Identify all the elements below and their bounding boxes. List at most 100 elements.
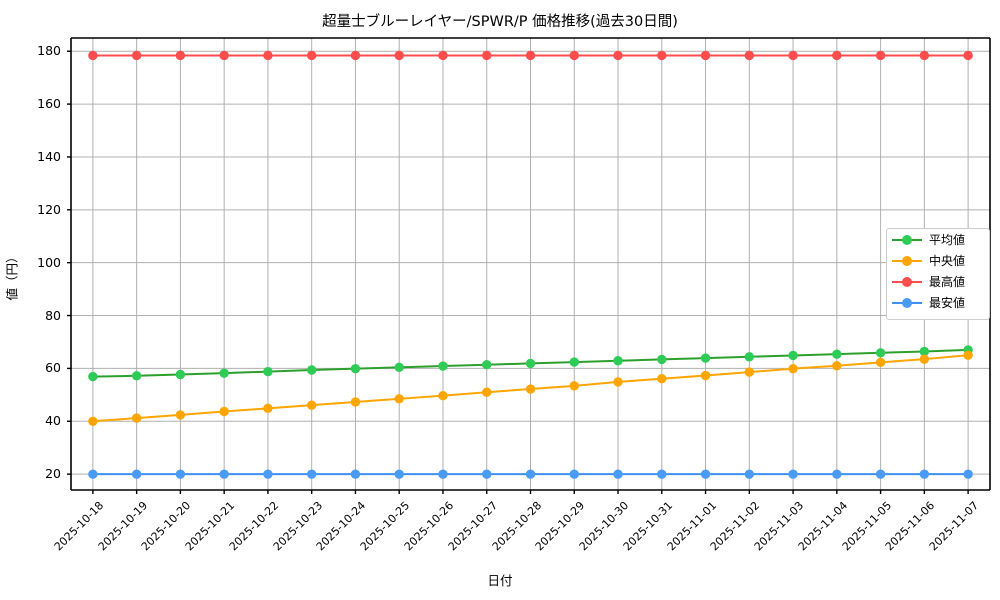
data-point (525, 358, 536, 369)
data-point (919, 469, 930, 479)
legend-swatch-icon (892, 276, 922, 288)
axis-ticks (67, 50, 969, 494)
y-tick-label: 40 (45, 413, 61, 429)
data-point (438, 361, 448, 371)
legend-label: 中央値 (929, 254, 966, 268)
data-point (744, 367, 755, 377)
data-point (350, 469, 361, 479)
data-point (438, 390, 448, 401)
data-point (919, 354, 930, 364)
data-point (131, 371, 142, 381)
legend-label: 最高値 (929, 275, 966, 289)
y-tick-label: 80 (45, 307, 61, 323)
legend-item-2[interactable]: 最高値 (887, 271, 989, 292)
data-point (219, 50, 229, 61)
grid-lines (71, 38, 990, 490)
y-tick-label: 120 (37, 201, 61, 217)
data-point (350, 363, 361, 374)
data-point (394, 394, 404, 404)
data-point (350, 50, 361, 61)
data-point (569, 357, 579, 367)
data-point (875, 348, 886, 358)
legend-label: 平均値 (929, 233, 966, 247)
data-point (700, 370, 711, 381)
data-point (263, 403, 273, 414)
data-point (131, 413, 142, 423)
data-point (263, 366, 273, 377)
data-point (88, 50, 98, 61)
data-point (88, 469, 98, 479)
y-tick-label: 60 (45, 360, 61, 376)
data-point (306, 400, 317, 410)
data-point (700, 50, 711, 61)
data-point (788, 469, 798, 479)
data-point (919, 50, 930, 61)
legend-swatch-icon (892, 297, 922, 309)
legend-item-3[interactable]: 最安値 (887, 292, 989, 313)
data-point (263, 50, 273, 61)
data-point (569, 50, 579, 61)
y-tick-label: 180 (37, 43, 61, 59)
data-point (963, 469, 973, 479)
data-point (657, 354, 667, 365)
data-point (306, 50, 317, 61)
data-point (963, 50, 973, 61)
data-point (263, 469, 273, 479)
y-tick-label: 20 (45, 466, 61, 482)
chart-legend: 平均値中央値最高値最安値 (886, 228, 990, 320)
y-tick-label: 140 (37, 148, 61, 164)
data-point (219, 469, 229, 479)
data-point (482, 360, 492, 370)
data-point (613, 356, 623, 366)
data-point (744, 469, 755, 479)
data-point (525, 469, 536, 479)
data-point (175, 469, 186, 479)
legend-swatch-icon (892, 255, 922, 267)
data-point (394, 50, 404, 61)
data-point (219, 368, 229, 378)
data-point (875, 469, 886, 479)
data-point (219, 406, 229, 417)
data-point (744, 50, 755, 61)
data-point (525, 384, 536, 394)
data-point (88, 371, 98, 382)
legend-item-1[interactable]: 中央値 (887, 250, 989, 271)
y-tick-label: 100 (37, 254, 61, 270)
data-point (919, 346, 930, 357)
chart-title: 超量士ブルーレイヤー/SPWR/P 価格推移(過去30日間) (322, 14, 678, 30)
legend-label: 最安値 (929, 296, 966, 310)
data-point (788, 50, 798, 61)
data-point (744, 352, 755, 362)
data-point (525, 50, 536, 61)
data-point (306, 469, 317, 479)
data-point (613, 377, 623, 387)
data-point (875, 357, 886, 368)
data-point (175, 369, 186, 380)
data-point (788, 363, 798, 374)
data-point (832, 349, 842, 359)
data-series-layer (88, 50, 973, 479)
data-point (175, 410, 186, 420)
data-point (569, 381, 579, 391)
data-point (613, 50, 623, 61)
data-point (832, 469, 842, 479)
data-point (832, 50, 842, 61)
data-point (131, 50, 142, 61)
data-point (482, 50, 492, 61)
legend-item-0[interactable]: 平均値 (887, 229, 989, 250)
data-point (438, 50, 448, 61)
data-point (350, 397, 361, 407)
data-point (569, 469, 579, 479)
data-point (788, 350, 798, 361)
y-tick-label: 160 (37, 96, 61, 112)
data-point (657, 50, 667, 61)
data-point (438, 469, 448, 479)
data-point (700, 469, 711, 479)
data-point (394, 469, 404, 479)
data-point (88, 416, 98, 426)
legend-swatch-icon (892, 234, 922, 246)
data-point (832, 361, 842, 371)
data-point (482, 387, 492, 397)
